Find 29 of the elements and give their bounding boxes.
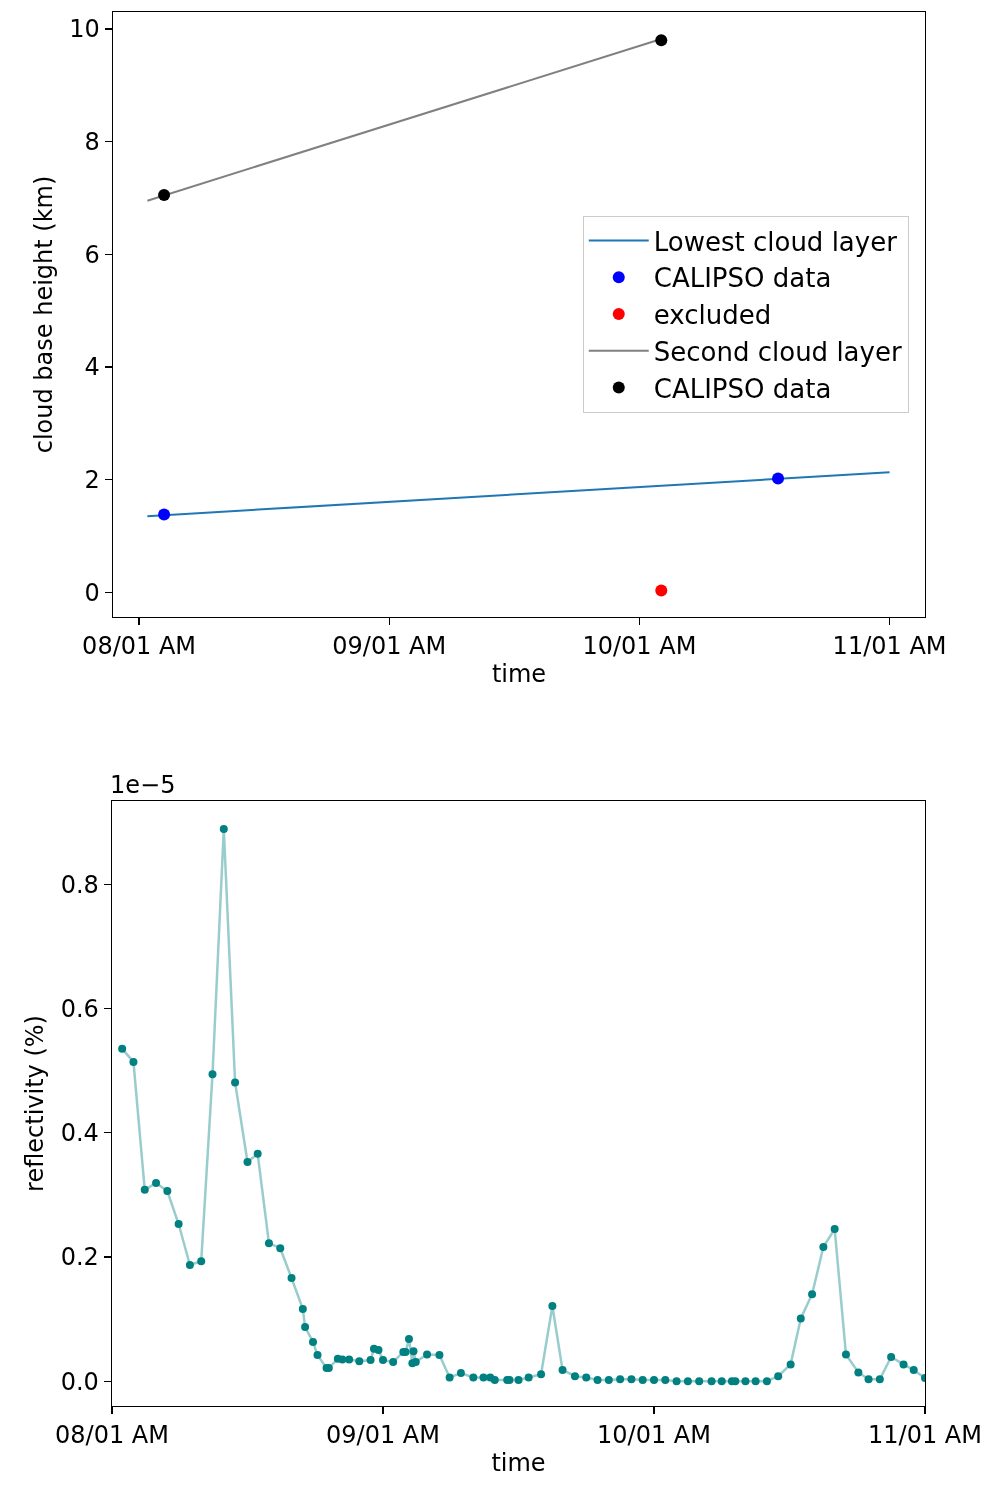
y-tick-label: 0.8: [60, 870, 99, 899]
x-axis-title: time: [491, 1449, 546, 1478]
x-tick-label: 11/01 AM: [832, 632, 947, 661]
x-tick-label: 08/01 AM: [55, 1421, 169, 1450]
y-tick-label: 4: [84, 353, 100, 382]
y-tick-label: 2: [84, 465, 100, 494]
legend-label: CALIPSO data: [653, 373, 832, 404]
x-tick-label: 08/01 AM: [82, 632, 197, 661]
y-tick-label: 0.6: [60, 994, 99, 1023]
y-tick-label: 0.4: [60, 1119, 99, 1148]
y-tick-label: 0: [84, 578, 100, 607]
x-tick-label: 10/01 AM: [597, 1421, 711, 1450]
legend-label: CALIPSO data: [653, 263, 832, 294]
legend-label: Second cloud layer: [653, 336, 902, 367]
y-tick-label: 6: [84, 240, 100, 269]
y-axis-title: reflectivity (%): [20, 1015, 49, 1192]
x-tick-label: 09/01 AM: [326, 1421, 440, 1450]
y-tick-label: 10: [69, 15, 100, 44]
legend-label: excluded: [653, 300, 772, 331]
y-tick-label: 0.2: [60, 1243, 99, 1272]
x-tick-label: 11/01 AM: [868, 1421, 982, 1450]
y-tick-label: 0.0: [60, 1367, 99, 1396]
text: 1e−5: [110, 771, 176, 799]
y-axis-title: cloud base height (km): [29, 175, 58, 454]
x-tick-label: 09/01 AM: [332, 632, 447, 661]
legend-label: Lowest cloud layer: [653, 226, 898, 257]
x-tick-label: 10/01 AM: [582, 632, 697, 661]
x-axis-title: time: [491, 660, 547, 689]
y-tick-label: 8: [84, 127, 100, 156]
